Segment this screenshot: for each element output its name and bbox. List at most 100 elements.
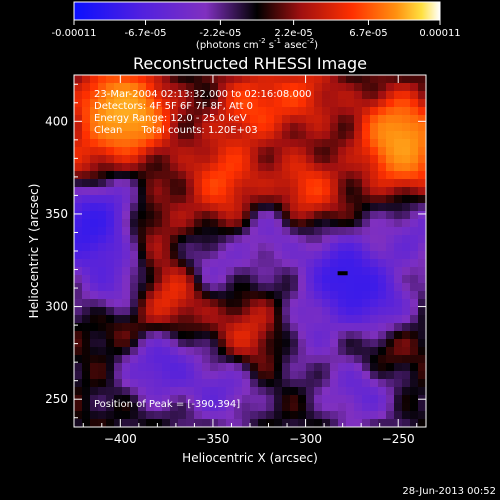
heatmap-cell — [210, 283, 219, 292]
heatmap-cell — [162, 355, 171, 364]
heatmap-cell — [146, 187, 155, 196]
heatmap-cell — [266, 291, 275, 300]
heatmap-cell — [138, 411, 147, 420]
heatmap-cell — [282, 323, 291, 332]
heatmap-cell — [98, 387, 107, 396]
heatmap-cell — [98, 91, 107, 100]
heatmap-cell — [114, 99, 123, 108]
heatmap-cell — [170, 155, 179, 164]
heatmap-cell — [242, 187, 251, 196]
heatmap-cell — [218, 99, 227, 108]
heatmap-cell — [74, 115, 83, 124]
heatmap-cell — [186, 275, 195, 284]
heatmap-cell — [194, 267, 203, 276]
heatmap-cell — [330, 307, 339, 316]
heatmap-cell — [122, 195, 131, 204]
heatmap-cell — [82, 419, 91, 427]
heatmap-cell — [130, 363, 139, 372]
heatmap-cell — [82, 91, 91, 100]
heatmap-cell — [290, 403, 299, 412]
heatmap-cell — [258, 315, 267, 324]
heatmap-cell — [322, 139, 331, 148]
heatmap-cell — [282, 219, 291, 228]
heatmap-cell — [250, 219, 259, 228]
heatmap-cell — [218, 179, 227, 188]
heatmap-cell — [378, 387, 387, 396]
heatmap-cell — [122, 219, 131, 228]
heatmap-cell — [290, 99, 299, 108]
heatmap-cell — [266, 419, 275, 427]
heatmap-cell — [298, 347, 307, 356]
heatmap-cell — [282, 107, 291, 116]
heatmap-cell — [82, 147, 91, 156]
heatmap-cell — [130, 123, 139, 132]
heatmap-cell — [186, 179, 195, 188]
heatmap-cell — [282, 211, 291, 220]
heatmap-cell — [306, 379, 315, 388]
heatmap-cell — [258, 371, 267, 380]
heatmap-cell — [170, 227, 179, 236]
heatmap-cell — [170, 123, 179, 132]
heatmap-cell — [266, 75, 275, 84]
heatmap-cell — [106, 123, 115, 132]
heatmap-cell — [234, 419, 243, 427]
heatmap-cell — [306, 227, 315, 236]
heatmap-cell — [346, 195, 355, 204]
heatmap-cell — [258, 187, 267, 196]
heatmap-cell — [138, 363, 147, 372]
heatmap-cell — [154, 291, 163, 300]
heatmap-cell — [274, 363, 283, 372]
heatmap-cell — [242, 163, 251, 172]
heatmap-cell — [154, 403, 163, 412]
heatmap-cell — [274, 419, 283, 427]
heatmap-cell — [130, 371, 139, 380]
peak-marker — [337, 271, 348, 276]
heatmap-cell — [162, 323, 171, 332]
heatmap-cell — [154, 139, 163, 148]
heatmap-cell — [130, 83, 139, 92]
heatmap-cell — [210, 323, 219, 332]
heatmap-cell — [114, 323, 123, 332]
heatmap-cell — [210, 251, 219, 260]
heatmap-cell — [322, 395, 331, 404]
heatmap-cell — [226, 91, 235, 100]
heatmap-cell — [370, 323, 379, 332]
heatmap-cell — [178, 163, 187, 172]
heatmap-cell — [314, 275, 323, 284]
heatmap-cell — [354, 91, 363, 100]
heatmap-cell — [242, 203, 251, 212]
colorbar-tick-label: -2.2e-05 — [199, 28, 241, 39]
heatmap-cell — [130, 107, 139, 116]
heatmap-cell — [354, 299, 363, 308]
heatmap-cell — [346, 355, 355, 364]
heatmap-cell — [242, 387, 251, 396]
heatmap-cell — [394, 187, 403, 196]
heatmap-cell — [298, 107, 307, 116]
heatmap-cell — [98, 75, 107, 84]
heatmap-cell — [74, 307, 83, 316]
heatmap-cell — [282, 75, 291, 84]
heatmap-cell — [154, 331, 163, 340]
colorbar-ticks: -0.00011 -6.7e-05 -2.2e-05 2.2e-05 6.7e-05 0.… — [52, 20, 461, 39]
heatmap-cell — [418, 147, 426, 156]
heatmap-cell — [114, 235, 123, 244]
heatmap-cell — [306, 203, 315, 212]
heatmap-cell — [122, 363, 131, 372]
heatmap-cell — [370, 275, 379, 284]
footer-date: 28-Jun-2013 00:52 — [402, 486, 496, 497]
heatmap-cell — [362, 411, 371, 420]
heatmap-cell — [266, 347, 275, 356]
heatmap-cell — [410, 115, 419, 124]
heatmap-cell — [282, 307, 291, 316]
heatmap-cell — [290, 155, 299, 164]
heatmap-cell — [266, 403, 275, 412]
heatmap-cell — [122, 315, 131, 324]
heatmap-cell — [202, 299, 211, 308]
heatmap-cell — [202, 411, 211, 420]
heatmap-cell — [394, 347, 403, 356]
heatmap-cell — [322, 203, 331, 212]
heatmap-cell — [322, 267, 331, 276]
heatmap-cell — [154, 283, 163, 292]
heatmap-cell — [218, 123, 227, 132]
